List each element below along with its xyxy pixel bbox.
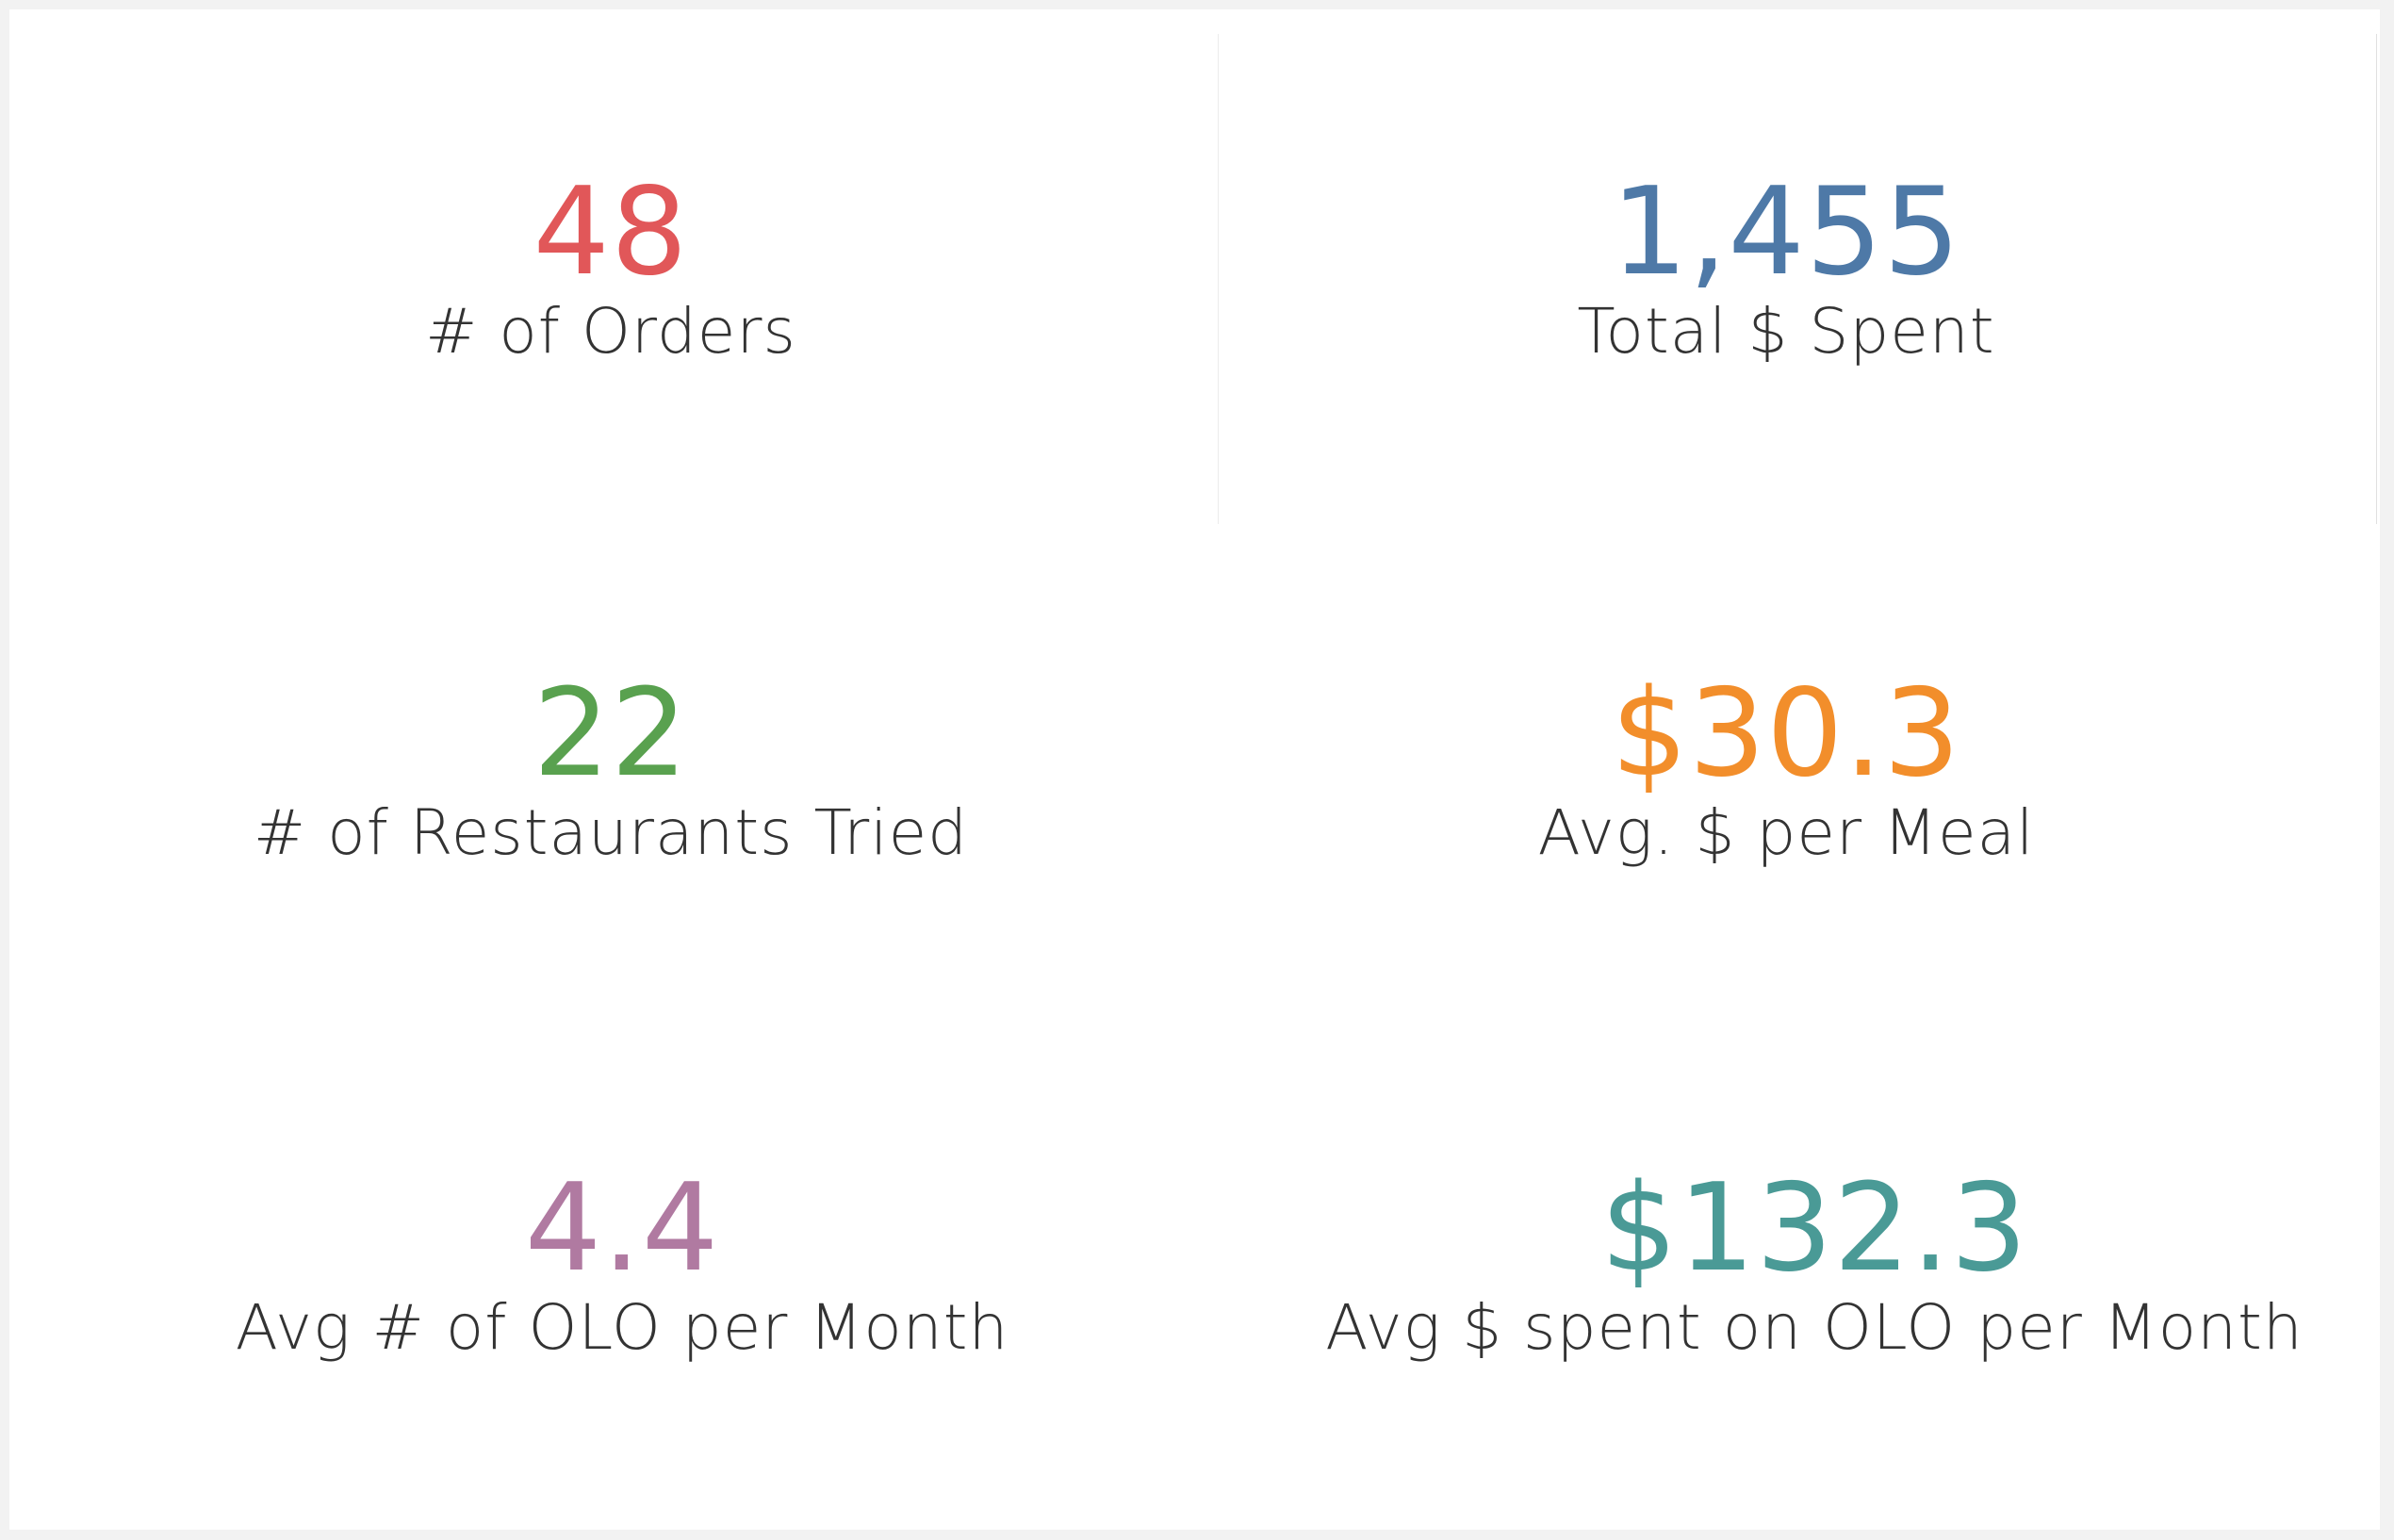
kpi-orders[interactable]: 48 # of Orders — [425, 168, 796, 368]
kpi-avg-spent-olo-per-month[interactable]: $132.3 Avg $ spent on OLO per Month — [1325, 1164, 2303, 1364]
kpi-value: 4.4 — [524, 1158, 720, 1299]
kpi-label: Avg. $ per Meal — [1537, 796, 2035, 869]
kpi-restaurants-tried[interactable]: 22 # of Restaurants Tried — [254, 669, 968, 869]
kpi-label: Avg # of OLO per Month — [235, 1291, 1009, 1364]
kpi-label: Avg $ spent on OLO per Month — [1325, 1291, 2304, 1364]
kpi-total-spent[interactable]: 1,455 Total $ Spent — [1577, 168, 1994, 368]
kpi-avg-per-meal[interactable]: $30.3 Avg. $ per Meal — [1538, 669, 2035, 869]
kpi-label: # of Orders — [425, 295, 796, 368]
kpi-value: 48 — [533, 162, 689, 303]
kpi-value: 22 — [533, 664, 689, 804]
kpi-dashboard-canvas: 48 # of Orders 1,455 Total $ Spent 22 # … — [9, 9, 2380, 1530]
kpi-value: 1,455 — [1611, 162, 1961, 303]
kpi-value: $132.3 — [1600, 1158, 2028, 1299]
kpi-avg-olo-per-month[interactable]: 4.4 Avg # of OLO per Month — [236, 1164, 1009, 1364]
kpi-label: Total $ Spent — [1577, 295, 1995, 368]
kpi-label: # of Restaurants Tried — [253, 796, 969, 869]
kpi-value: $30.3 — [1611, 664, 1961, 804]
kpi-tile-frame — [1218, 34, 2377, 524]
